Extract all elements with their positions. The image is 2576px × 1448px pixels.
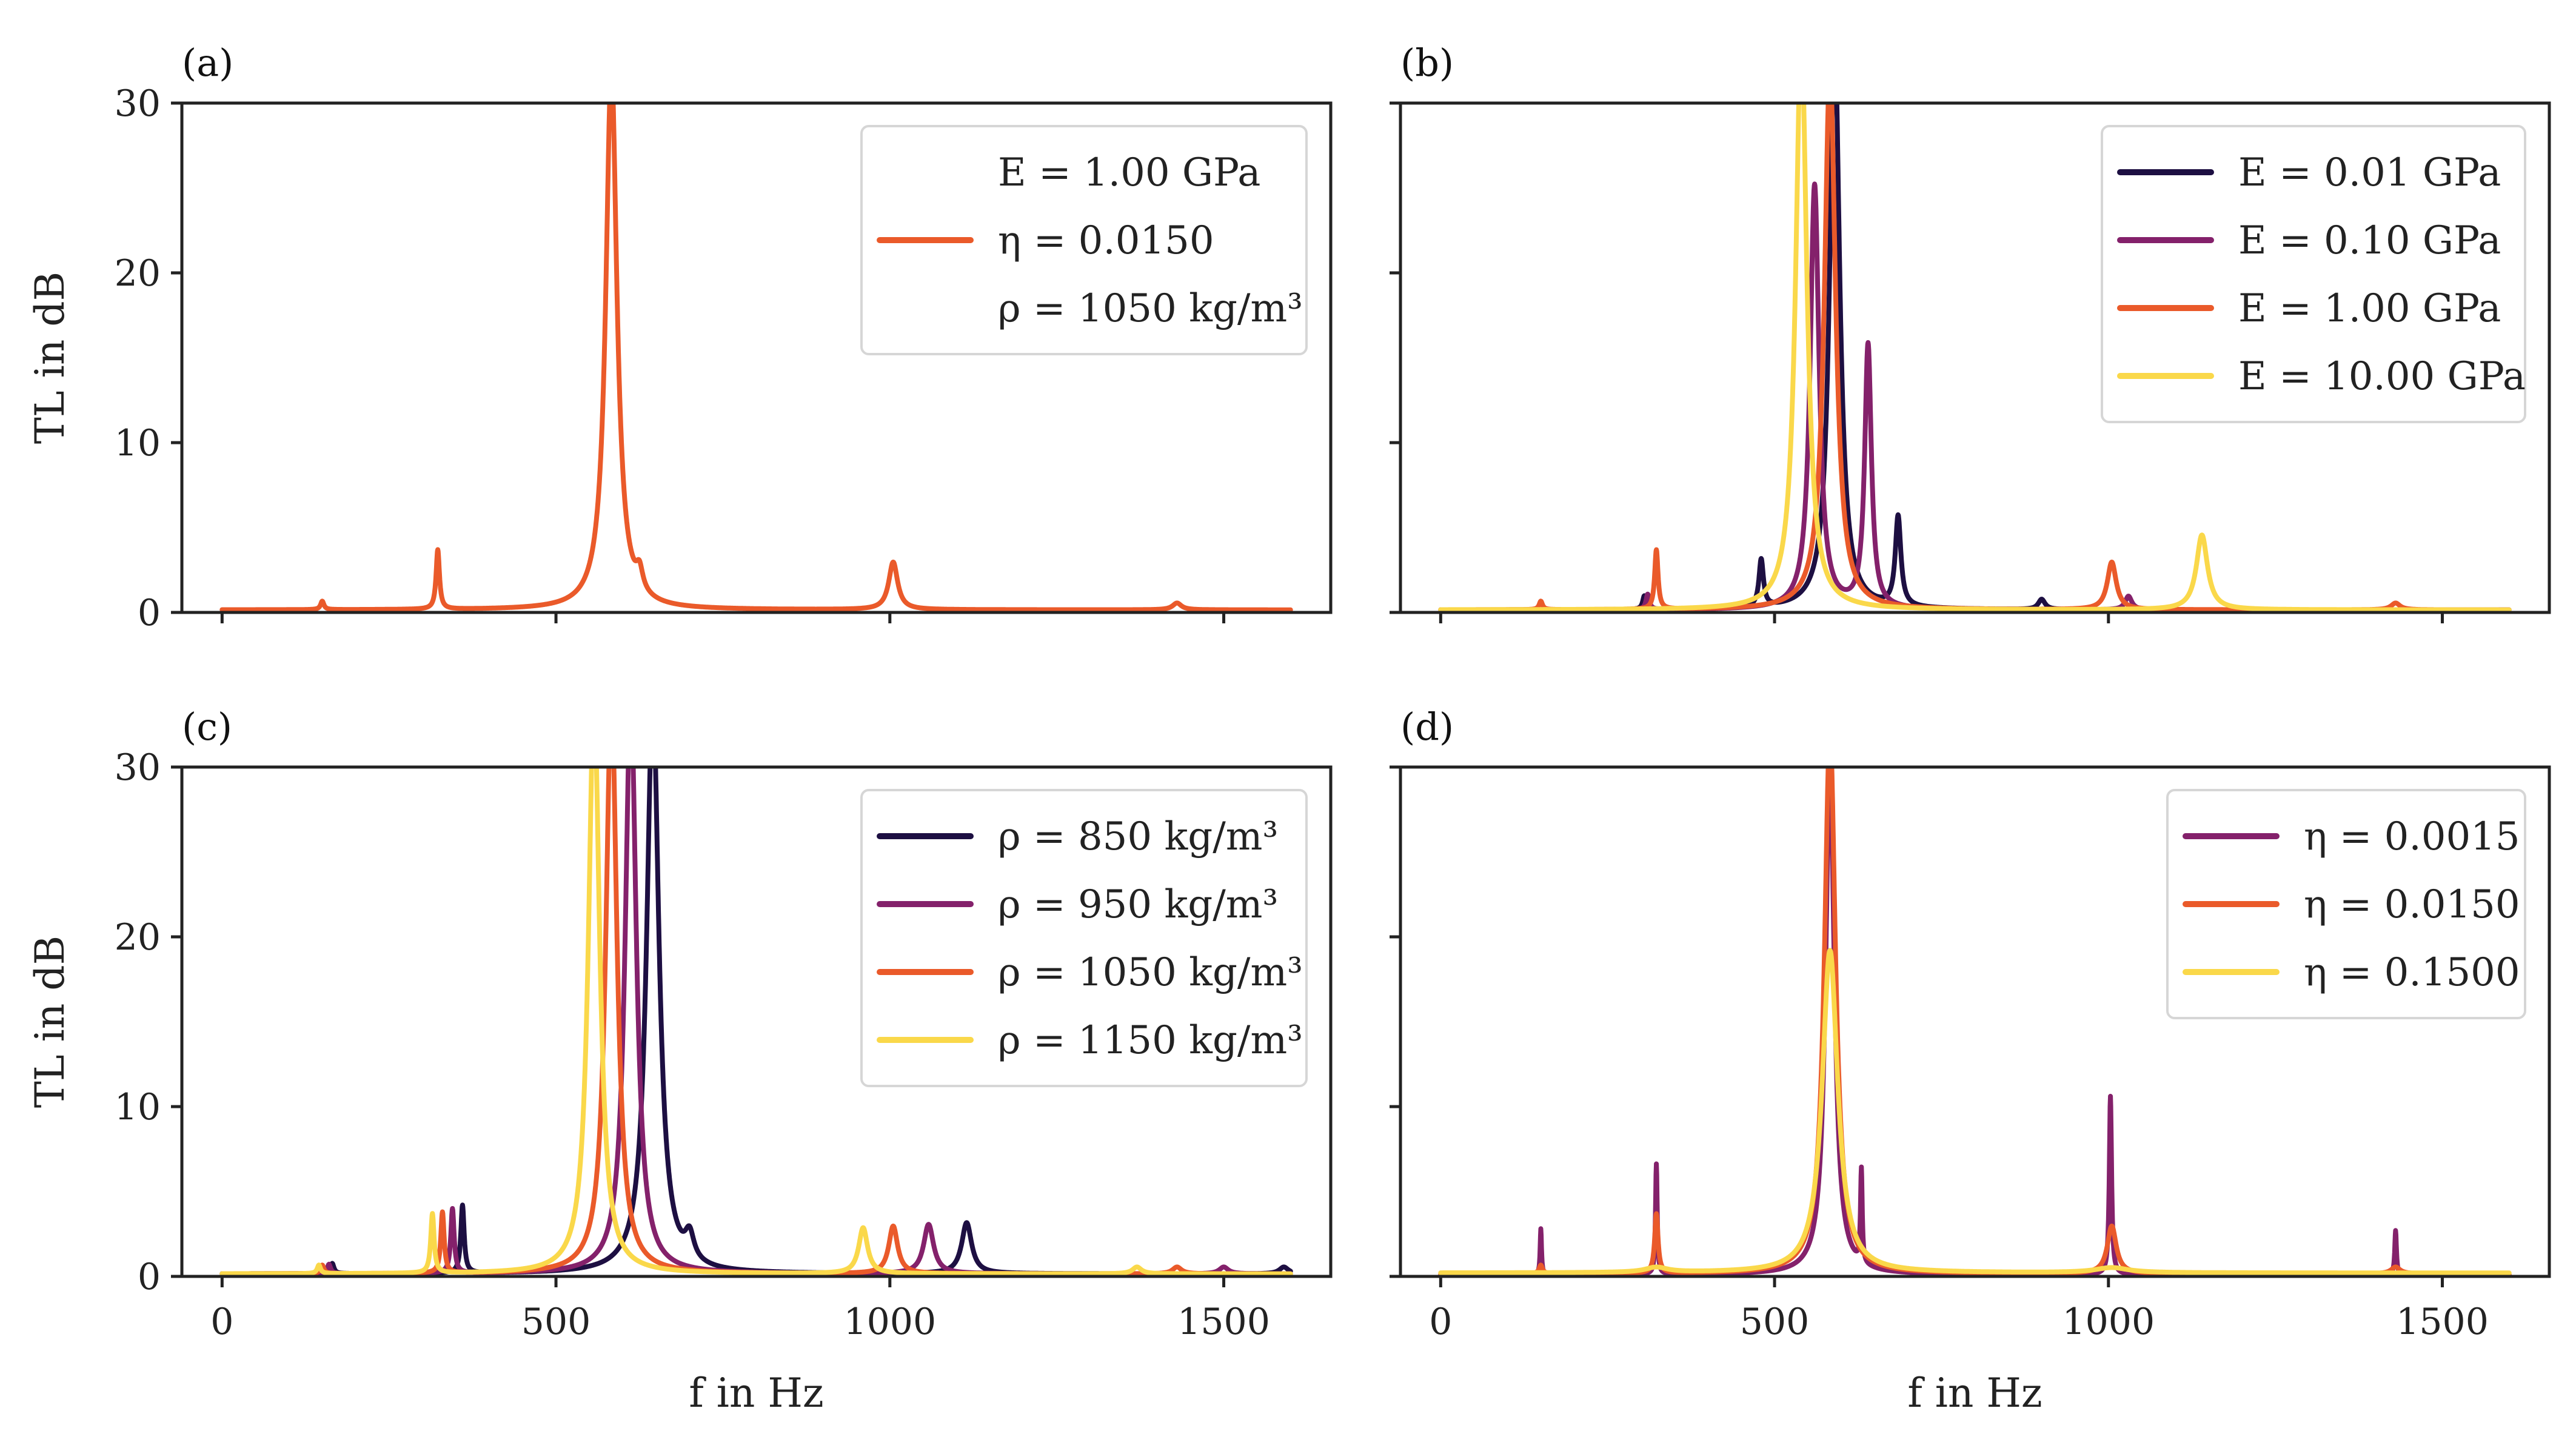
- legend: E = 1.00 GPa η = 0.0150 ρ = 1050 kg/m³: [860, 125, 1308, 355]
- legend-box: [860, 125, 1308, 355]
- legend-box: [2101, 125, 2526, 423]
- legend: η = 0.0015 η = 0.0150 η = 0.1500: [2166, 789, 2526, 1019]
- y-axis-label: TL in dB: [27, 936, 73, 1108]
- panel-label: (d): [1400, 705, 1454, 749]
- y-tick-label: 30: [115, 746, 161, 789]
- plot-frame: [180, 765, 1333, 1278]
- legend-label: η = 0.0150: [2304, 882, 2520, 927]
- x-tick-label: 0: [210, 1301, 233, 1343]
- series-group: [1438, 103, 2512, 612]
- legend-label: E = 10.00 GPa: [2238, 354, 2526, 399]
- plot-frame: [1399, 101, 2551, 614]
- legend: E = 0.01 GPa E = 0.10 GPa E = 1.00 GPa E = …: [2101, 125, 2526, 423]
- panel-label: (c): [182, 705, 232, 749]
- series-line-4: [219, 767, 1293, 1276]
- y-tick-label: 10: [115, 1086, 161, 1128]
- x-tick-label: 500: [521, 1301, 591, 1343]
- series-group: [219, 103, 1293, 612]
- y-tick-label: 0: [138, 1256, 161, 1298]
- legend-label: ρ = 850 kg/m³: [998, 814, 1278, 859]
- y-axis-label: TL in dB: [27, 272, 73, 444]
- x-tick-label: 1500: [2396, 1301, 2489, 1343]
- panel-a: 0 10 20 30 TL in dB (a) E = 1.00 GPa η = 0.0150…: [27, 41, 1333, 634]
- legend-label: η = 0.1500: [2304, 950, 2520, 995]
- series-group: [219, 767, 1293, 1276]
- panel-d: 0 500 1000 1500 f in Hz (d) η = 0.0015 η = 0.01…: [1390, 705, 2551, 1416]
- x-tick-label: 1000: [2062, 1301, 2155, 1343]
- y-tick-label: 20: [115, 252, 161, 295]
- y-tick-label: 0: [138, 592, 161, 634]
- legend-label: ρ = 950 kg/m³: [998, 882, 1278, 927]
- legend-label: E = 0.10 GPa: [2238, 218, 2501, 263]
- x-tick-label: 1000: [843, 1301, 936, 1343]
- series-line-1: [219, 103, 1293, 612]
- legend: ρ = 850 kg/m³ ρ = 950 kg/m³ ρ = 1050 kg/m³…: [860, 789, 1308, 1087]
- legend-label: E = 0.01 GPa: [2238, 150, 2501, 195]
- panel-label: (a): [182, 41, 233, 85]
- y-tick-label: 30: [115, 82, 161, 125]
- legend-label: E = 1.00 GPa: [998, 150, 1260, 195]
- x-tick-label: 500: [1740, 1301, 1810, 1343]
- y-tick-label: 10: [115, 422, 161, 464]
- x-axis-label: f in Hz: [1907, 1370, 2042, 1416]
- legend-box: [2166, 789, 2526, 1019]
- panel-label: (b): [1400, 41, 1454, 85]
- series-line-4: [1438, 103, 2512, 612]
- x-axis-label: f in Hz: [689, 1370, 823, 1416]
- panel-c: 0 500 1000 1500 0 10 20 30 f in Hz TL in dB (c) ρ =…: [27, 705, 1333, 1416]
- legend-label: η = 0.0015: [2304, 814, 2520, 859]
- legend-box: [860, 789, 1308, 1087]
- series-line-3: [1438, 948, 2512, 1276]
- y-tick-label: 20: [115, 916, 161, 959]
- legend-label: η = 0.0150: [998, 218, 1214, 263]
- legend-label: E = 1.00 GPa: [2238, 286, 2501, 331]
- legend-label: ρ = 1050 kg/m³: [998, 286, 1303, 331]
- series-group: [1438, 767, 2512, 1276]
- x-tick-label: 1500: [1177, 1301, 1270, 1343]
- legend-label: ρ = 1150 kg/m³: [998, 1018, 1303, 1063]
- x-tick-label: 0: [1429, 1301, 1452, 1343]
- plot-frame: [1399, 765, 2551, 1278]
- legend-label: ρ = 1050 kg/m³: [998, 950, 1303, 995]
- plot-frame: [180, 101, 1333, 614]
